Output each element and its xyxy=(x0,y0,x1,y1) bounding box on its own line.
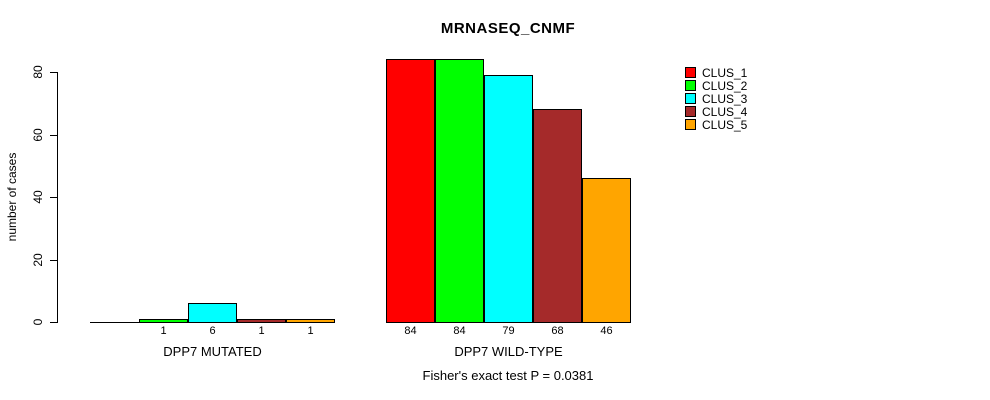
bar-clus_1-group2 xyxy=(386,59,435,323)
y-tick-label: 60 xyxy=(31,127,45,142)
bar-value-label: 84 xyxy=(404,325,417,337)
y-axis-tick xyxy=(50,197,57,198)
y-tick-label: 40 xyxy=(31,190,45,204)
bar-value-label: 68 xyxy=(551,325,564,337)
bar-value-label: 1 xyxy=(160,325,167,337)
legend-swatch-clus_3 xyxy=(685,93,696,104)
annotation-fisher-test: Fisher's exact test P = 0.0381 xyxy=(422,368,594,383)
legend-label: CLUS_5 xyxy=(702,117,748,132)
legend-swatch-clus_5 xyxy=(685,119,696,130)
bar-clus_5-group2 xyxy=(582,178,631,323)
bar-clus_4-group1 xyxy=(237,319,286,323)
y-tick-label: 80 xyxy=(31,65,45,79)
x-axis-group-label: DPP7 MUTATED xyxy=(163,344,262,359)
legend-label: CLUS_2 xyxy=(702,78,748,93)
legend-item: CLUS_5 xyxy=(685,117,748,132)
y-axis-line xyxy=(57,72,58,323)
legend-label: CLUS_1 xyxy=(702,65,748,80)
bar-clus_2-group1 xyxy=(139,319,188,323)
bar-clus_5-group1 xyxy=(286,319,335,323)
bar-value-label: 46 xyxy=(600,325,613,337)
y-axis-title: number of cases xyxy=(5,152,19,242)
legend-item: CLUS_3 xyxy=(685,91,748,106)
y-axis-tick xyxy=(50,322,57,323)
bar-clus_3-group1 xyxy=(188,303,237,323)
legend-swatch-clus_1 xyxy=(685,67,696,78)
y-tick-label: 0 xyxy=(31,318,45,326)
legend-label: CLUS_4 xyxy=(702,104,748,119)
y-axis-tick xyxy=(50,134,57,136)
bar-clus_3-group2 xyxy=(484,75,533,323)
bar-value-label: 79 xyxy=(502,325,515,337)
y-axis-tick xyxy=(50,72,57,73)
legend-swatch-clus_4 xyxy=(685,106,696,117)
y-tick-label: 20 xyxy=(31,252,45,267)
legend-swatch-clus_2 xyxy=(685,80,696,91)
legend: CLUS_1 CLUS_2 CLUS_3 CLUS_4 CLUS_5 xyxy=(685,65,748,132)
y-axis-tick xyxy=(50,259,57,261)
bar-value-label: 1 xyxy=(307,325,314,337)
chart-title: MRNASEQ_CNMF xyxy=(440,20,576,37)
bar-clus_4-group2 xyxy=(533,109,582,323)
legend-item: CLUS_2 xyxy=(685,78,748,93)
bar-clus_2-group2 xyxy=(435,59,484,323)
x-axis-group-label: DPP7 WILD-TYPE xyxy=(454,344,563,359)
bar-value-label: 1 xyxy=(258,325,265,337)
bar-value-label: 84 xyxy=(453,325,466,337)
legend-label: CLUS_3 xyxy=(702,91,748,106)
legend-item: CLUS_4 xyxy=(685,104,748,119)
legend-item: CLUS_1 xyxy=(685,65,748,80)
bar-value-label: 6 xyxy=(209,325,216,337)
